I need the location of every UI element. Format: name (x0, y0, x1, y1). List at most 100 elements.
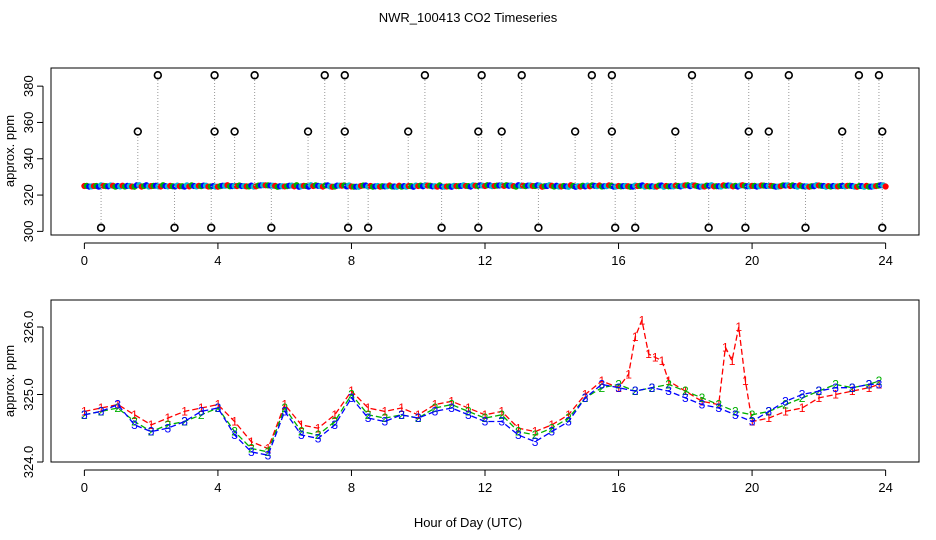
series-3-point: 3 (782, 394, 789, 408)
series-2-point: 2 (732, 404, 739, 418)
top-outlier-point (854, 71, 864, 80)
series-2-point: 2 (832, 377, 839, 391)
top-outlier-point (878, 127, 887, 136)
series-3-point: 3 (649, 381, 656, 395)
series-2-point: 2 (215, 401, 222, 415)
series-2-point: 2 (876, 374, 883, 388)
series-3-point: 3 (298, 428, 305, 442)
series-3-point: 3 (515, 428, 522, 442)
series-3-point: 3 (816, 384, 823, 398)
series-3-point: 3 (315, 431, 322, 445)
series-3-point: 3 (148, 425, 155, 439)
top-outlier-point (343, 223, 353, 232)
series-3-point: 3 (415, 411, 422, 425)
bottom-x-tick-label: 4 (214, 480, 221, 495)
series-3-point: 3 (432, 404, 439, 418)
series-1-point: 1 (548, 418, 555, 432)
series-1-point: 1 (432, 398, 439, 412)
series-2-point: 2 (699, 391, 706, 405)
top-y-tick-label: 340 (21, 148, 36, 170)
series-2-point: 2 (181, 415, 188, 429)
series-3-point: 3 (849, 381, 856, 395)
series-2-point: 2 (365, 408, 372, 422)
series-1-point: 1 (382, 404, 389, 418)
bottom-y-axis-label: approx. ppm (2, 345, 17, 417)
top-x-axis: 0 4 8 12 16 20 24 (81, 242, 893, 268)
top-outlier-point (784, 71, 793, 80)
series-3-point: 3 (165, 421, 172, 435)
series-2-point: 2 (465, 404, 472, 418)
series-1-line (84, 317, 880, 450)
series-3-point: 3 (281, 404, 288, 418)
top-y-tick-label: 360 (21, 112, 36, 134)
bottom-x-tick-label: 12 (478, 480, 492, 495)
series-1-point: 1 (181, 404, 188, 418)
series-1-point: 1 (498, 404, 505, 418)
top-y-axis: 300 320 340 360 380 (21, 75, 44, 242)
series-1-point: 1 (582, 388, 589, 402)
series-3-point: 3 (732, 408, 739, 422)
top-outlier-point (303, 127, 313, 136)
top-x-tick-label: 16 (611, 253, 625, 268)
series-1-point: 1 (331, 408, 338, 422)
series-3-point: 3 (81, 408, 88, 422)
series-3-point: 3 (582, 391, 589, 405)
top-plot-frame (50, 67, 920, 236)
series-3-point: 3 (248, 445, 255, 459)
series-1-point: 1 (515, 421, 522, 435)
series-1-point: 1 (639, 313, 646, 327)
series-1-point: 1 (231, 415, 238, 429)
series-2-point: 2 (615, 377, 622, 391)
series-1-point: 1 (625, 367, 632, 381)
top-outlier-point (874, 71, 884, 80)
series-2-point: 2 (198, 408, 205, 422)
series-2-point: 2 (665, 377, 672, 391)
series-2-point: 2 (165, 418, 172, 432)
series-1-point: 1 (565, 408, 572, 422)
series-2-point: 2 (448, 398, 455, 412)
top-panel: 0 4 8 12 16 20 24 300 320 340 360 380 approx. ppm (2, 67, 920, 268)
series-3-point: 3 (765, 404, 772, 418)
top-outlier-point (340, 71, 349, 80)
series-1-point: 1 (148, 418, 155, 432)
series-2-point: 2 (482, 411, 489, 425)
series-1-point: 1 (415, 408, 422, 422)
series-1-point: 1 (98, 401, 105, 415)
series-3-point: 3 (615, 381, 622, 395)
series-3-point: 3 (699, 398, 706, 412)
top-outlier-point (437, 223, 446, 232)
top-outlier-point (517, 71, 526, 80)
bottom-x-axis: 0 4 8 12 16 20 24 (81, 469, 893, 495)
series-3-point: 3 (565, 415, 572, 429)
series-2-point: 2 (498, 408, 505, 422)
top-outlier-point (687, 71, 697, 80)
series-1-point: 1 (81, 404, 88, 418)
top-y-tick-label: 320 (21, 184, 36, 206)
series-2-point: 2 (265, 445, 272, 459)
series-2-point: 2 (331, 415, 338, 429)
top-outlier-point (607, 71, 617, 80)
top-outlier-point (671, 127, 680, 136)
series-3-point: 3 (131, 418, 138, 432)
series-3-point: 3 (876, 377, 883, 391)
top-outlier-point (96, 223, 106, 232)
series-1-point: 1 (659, 354, 666, 368)
series-1-point: 1 (632, 330, 639, 344)
series-1-point: 1 (465, 401, 472, 415)
series-2-point: 2 (348, 388, 355, 402)
series-1-point: 1 (722, 340, 729, 354)
series-1-point: 1 (699, 394, 706, 408)
series-1-point: 1 (198, 401, 205, 415)
series-3-point: 3 (98, 404, 105, 418)
series-1-point: 1 (165, 411, 172, 425)
series-1-point: 1 (876, 377, 883, 391)
top-outlier-point (764, 127, 773, 136)
series-2-point: 2 (565, 411, 572, 425)
series-3-point: 3 (114, 398, 121, 412)
top-outlier-point (340, 127, 349, 136)
series-3-point: 3 (715, 401, 722, 415)
series-3-point: 3 (398, 408, 405, 422)
top-outlier-point (801, 223, 810, 232)
bottom-x-tick-label: 8 (348, 480, 355, 495)
